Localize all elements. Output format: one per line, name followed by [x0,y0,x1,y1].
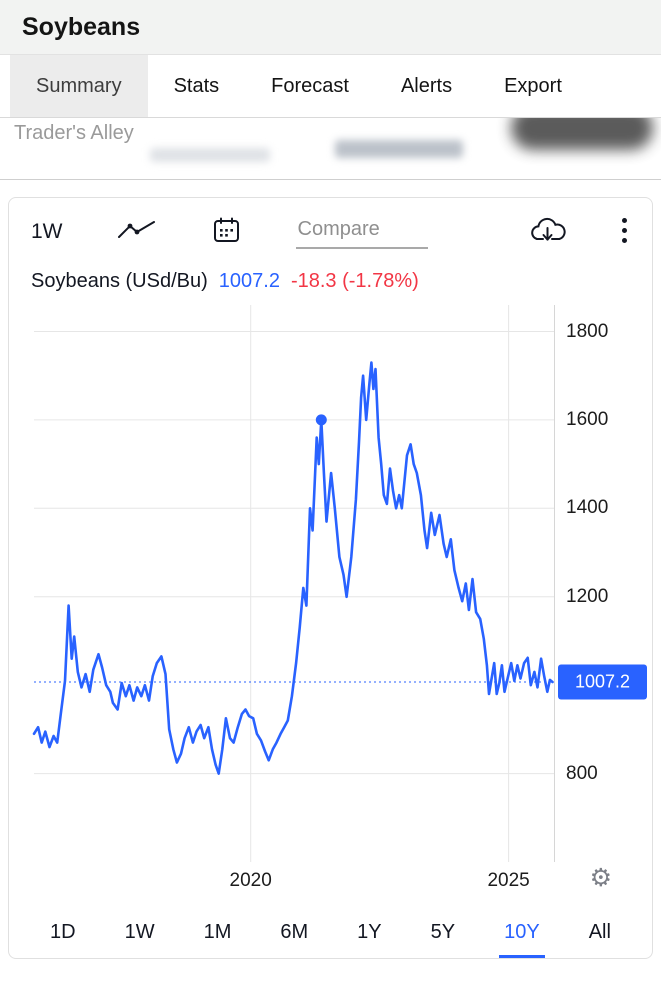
time-axis-label: 2020 [229,870,272,891]
price-chart[interactable]: 1800 1600 1400 1200 800 1007.2 [9,305,652,862]
calendar-icon [213,217,240,247]
more-menu-button[interactable] [621,217,628,247]
compare-input[interactable] [295,215,428,249]
blurred-button [511,118,653,150]
chart-legend: Soybeans (USd/Bu) 1007.2 -18.3 (-1.78%) [9,256,652,297]
price-axis-separator [554,305,555,862]
tab-forecast[interactable]: Forecast [271,74,349,97]
range-selector: 1D 1W 1M 6M 1Y 5Y 10Y All [9,910,652,958]
range-1w[interactable]: 1W [124,921,155,943]
chart-toolbar: 1W [9,198,652,256]
chart-type-button[interactable] [117,220,157,245]
page-header: Soybeans [0,0,661,55]
range-all[interactable]: All [588,921,611,943]
price-change: -18.3 (-1.78%) [290,270,419,292]
chart-card: 1W [8,197,653,959]
range-1m[interactable]: 1M [203,921,232,943]
range-1d[interactable]: 1D [50,921,76,943]
range-5y[interactable]: 5Y [430,921,456,943]
traders-alley-title: Trader's Alley [14,122,134,144]
price-axis-label: 1400 [566,497,609,519]
range-10y[interactable]: 10Y [499,910,545,958]
page-title: Soybeans [22,13,141,41]
tab-export[interactable]: Export [504,74,562,97]
time-axis-label: 2025 [487,870,530,891]
blurred-text [150,148,270,162]
tab-alerts[interactable]: Alerts [400,74,453,97]
tab-stats[interactable]: Stats [173,74,220,97]
time-axis: 2020 2025 ⚙ [9,862,652,910]
last-price: 1007.2 [218,270,280,292]
price-axis-label: 800 [566,762,598,784]
traders-alley-teaser: Trader's Alley [0,118,661,180]
tab-summary[interactable]: Summary [10,55,148,117]
range-1y[interactable]: 1Y [357,921,382,943]
interval-selector[interactable]: 1W [31,220,63,243]
price-axis-label: 1600 [566,408,609,430]
cloud-download-icon [526,217,569,248]
tab-bar: Summary Stats Forecast Alerts Export [0,55,661,118]
last-price-tag: 1007.2 [558,664,647,700]
chart-canvas[interactable] [32,305,554,862]
kebab-menu-icon [621,217,628,247]
calendar-button[interactable] [213,217,240,247]
line-chart-icon [117,220,157,245]
price-axis-label: 1800 [566,320,609,342]
range-6m[interactable]: 6M [280,921,309,943]
price-axis-label: 1200 [566,585,609,607]
download-button[interactable] [526,217,569,248]
symbol-name: Soybeans (USd/Bu) [31,270,208,292]
gear-icon[interactable]: ⚙ [589,864,612,892]
blurred-text [335,140,463,158]
